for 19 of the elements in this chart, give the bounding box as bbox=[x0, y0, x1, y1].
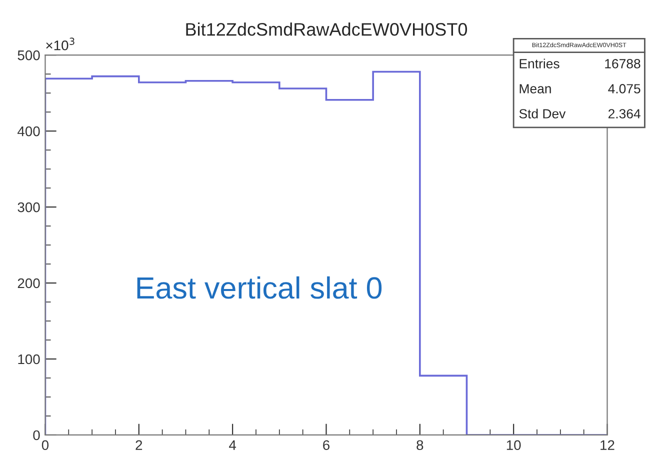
text: Std Dev 2.364 bbox=[519, 108, 640, 118]
x-tick-label: 12 bbox=[600, 440, 614, 450]
y-tick-label: 0 bbox=[33, 430, 40, 440]
y-tick-label: 500 bbox=[18, 50, 40, 60]
text: Entries 16788 bbox=[520, 58, 640, 68]
y-tick-label: 200 bbox=[18, 278, 40, 288]
x-tick-label: 10 bbox=[506, 440, 521, 450]
x-tick-label: 4 bbox=[229, 440, 236, 450]
x-tick-label: 0 bbox=[42, 440, 49, 450]
y-tick-label: 400 bbox=[18, 126, 40, 136]
x-tick-label: 6 bbox=[323, 440, 330, 450]
x-tick-label: 8 bbox=[416, 440, 424, 450]
y-tick-label: 100 bbox=[18, 354, 40, 364]
annotation: East vertical slat 0 bbox=[137, 276, 382, 299]
x-tick-label: 2 bbox=[136, 440, 142, 450]
y-axis-title: ×10$^{3}$ bbox=[46, 38, 74, 50]
chart-title: Bit12ZdcSmdRawAdcEW0VH0ST0 bbox=[186, 22, 468, 36]
text: Mean 4.075 bbox=[520, 84, 640, 94]
y-tick-label: 300 bbox=[18, 202, 40, 212]
